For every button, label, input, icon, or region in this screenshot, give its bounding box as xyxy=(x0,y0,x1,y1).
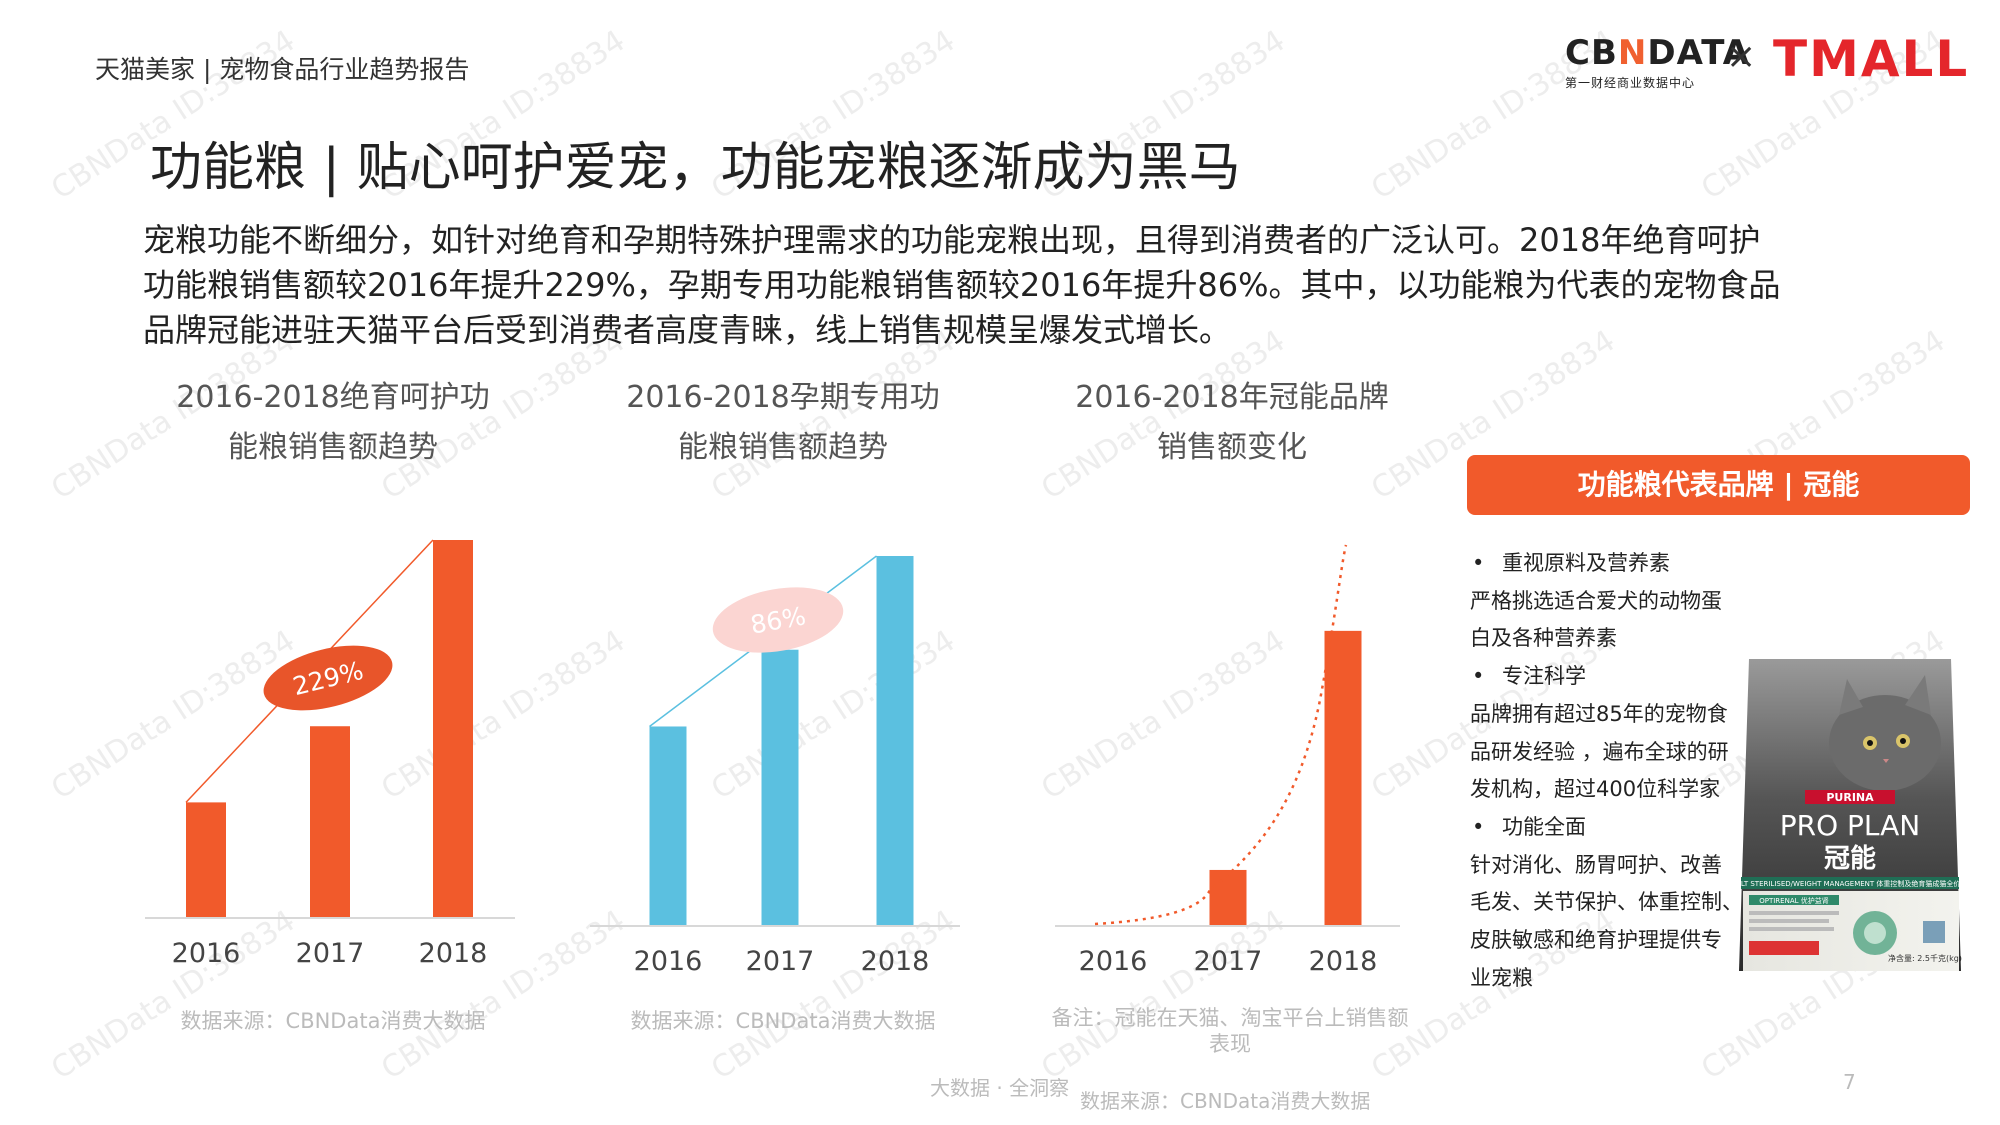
chart2-tick-2018: 2018 xyxy=(861,946,930,977)
intro-line: 功能粮销售额较2016年提升229%，孕期专用功能粮销售额较2016年提升86%… xyxy=(143,266,1781,304)
brand-feature-list: 重视原料及营养素严格挑选适合爱犬的动物蛋白及各种营养素专注科学品牌拥有超过85年… xyxy=(1470,545,1743,997)
page-title: 功能粮 | 贴心呵护爱宠，功能宠粮逐渐成为黑马 xyxy=(150,138,1241,198)
chart2-tick-2016: 2016 xyxy=(634,946,703,977)
chart1-tick-2017: 2017 xyxy=(296,938,365,969)
feature-text: 毛发、关节保护、体重控制、 xyxy=(1470,890,1743,915)
page-number: 7 xyxy=(1843,1070,1856,1094)
chart1-source: 数据来源：CBNData消费大数据 xyxy=(180,1009,486,1033)
report-title: 天猫美家 | 宠物食品行业趋势报告 xyxy=(95,55,470,84)
chart2-bar-2017 xyxy=(761,649,799,925)
product-net-weight: 净含量: 2.5千克(kg) xyxy=(1888,953,1962,963)
chart1-tick-2016: 2016 xyxy=(172,938,241,969)
feature-text: 皮肤敏感和绝育护理提供专 xyxy=(1470,928,1722,953)
chart2-growth-bubble xyxy=(712,587,844,653)
chart3-title: 2016-2018年冠能品牌 销售额变化 xyxy=(1075,380,1389,465)
chart1-tick-2018: 2018 xyxy=(419,938,488,969)
product-name: PRO PLAN xyxy=(1780,809,1921,842)
tmall-logo: TMALL xyxy=(1773,30,1970,88)
brand-panel-header: 功能粮代表品牌 | 冠能 xyxy=(1467,455,1970,515)
chart1-title: 2016-2018绝育呵护功 能粮销售额趋势 xyxy=(176,380,490,465)
chart2-source: 数据来源：CBNData消费大数据 xyxy=(630,1009,936,1033)
product-badge: OPTIRENAL 优护益肾 xyxy=(1759,896,1829,905)
feature-text: 品牌拥有超过85年的宠物食 xyxy=(1470,701,1728,726)
logo-separator: × xyxy=(1726,36,1757,77)
product-brand: PURINA xyxy=(1826,791,1874,804)
chart2-tick-2017: 2017 xyxy=(746,946,815,977)
chart1-growth-bubble xyxy=(263,645,393,711)
product-name-cn: 冠能 xyxy=(1824,843,1876,874)
feature-text: 发机构，超过400位科学家 xyxy=(1470,777,1721,802)
chart3-bar-2018 xyxy=(1324,630,1362,925)
chart2-title: 2016-2018孕期专用功 能粮销售额趋势 xyxy=(626,380,940,465)
footer-source: 数据来源：CBNData消费大数据 xyxy=(1080,1089,1371,1113)
feature-text: 业宠粮 xyxy=(1470,965,1533,990)
feature-text: 针对消化、肠胃呵护、改善 xyxy=(1470,852,1722,877)
footer-slogan: 大数据 · 全洞察 xyxy=(930,1076,1070,1100)
proplan-product-image: PURINA PRO PLAN 冠能 ADULT STERILISED/WEIG… xyxy=(1735,659,1965,971)
product-subline: ADULT STERILISED/WEIGHT MANAGEMENT 体重控制及… xyxy=(1735,879,1965,888)
chart1-bar-2016 xyxy=(186,802,226,917)
feature-text: 品研发经验 ，遍布全球的研 xyxy=(1470,739,1729,764)
feature-text: 严格挑选适合爱犬的动物蛋 xyxy=(1470,588,1722,613)
chart3-tick-2017: 2017 xyxy=(1194,946,1263,977)
intro-paragraph: 宠粮功能不断细分，如针对绝育和孕期特殊护理需求的功能宠粮出现，且得到消费者的广泛… xyxy=(143,218,1883,353)
chart3-bar-2017 xyxy=(1209,869,1247,925)
cbndata-logo: CBNDATA 第一财经商业数据中心 xyxy=(1565,33,1751,90)
chart1-bar-2017 xyxy=(310,726,350,917)
feature-heading: 重视原料及营养素 xyxy=(1470,545,1740,583)
chart1-bar-2018 xyxy=(433,540,473,917)
feature-heading: 专注科学 xyxy=(1470,658,1740,696)
chart2-bar-2016 xyxy=(649,726,687,925)
chart3-note: 备注：冠能在天猫、淘宝平台上销售额 表现 xyxy=(1051,1006,1409,1056)
chart2-bar-2018 xyxy=(876,556,914,925)
chart3-tick-2016: 2016 xyxy=(1079,946,1148,977)
chart3-tick-2018: 2018 xyxy=(1309,946,1378,977)
feature-heading: 功能全面 xyxy=(1470,809,1740,847)
chart3-trend-curve xyxy=(1094,544,1348,926)
intro-line: 宠粮功能不断细分，如针对绝育和孕期特殊护理需求的功能宠粮出现，且得到消费者的广泛… xyxy=(143,221,1761,259)
intro-line: 品牌冠能进驻天猫平台后受到消费者高度青睐，线上销售规模呈爆发式增长。 xyxy=(143,311,1232,349)
feature-text: 白及各种营养素 xyxy=(1470,626,1617,651)
